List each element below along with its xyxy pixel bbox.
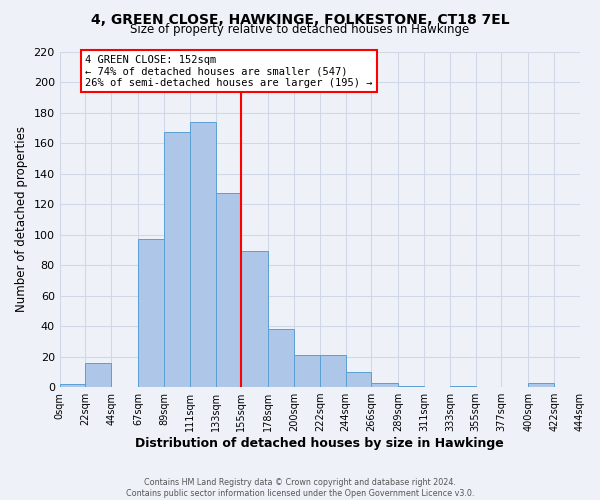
Bar [164, 132, 190, 387]
Text: 4, GREEN CLOSE, HAWKINGE, FOLKESTONE, CT18 7EL: 4, GREEN CLOSE, HAWKINGE, FOLKESTONE, CT… [91, 12, 509, 26]
Bar [450, 386, 476, 387]
Bar [371, 382, 398, 387]
Bar [138, 239, 164, 387]
Bar [294, 355, 320, 387]
Bar [241, 252, 268, 387]
Bar [59, 384, 85, 387]
X-axis label: Distribution of detached houses by size in Hawkinge: Distribution of detached houses by size … [136, 437, 504, 450]
Bar [85, 362, 111, 387]
Bar [529, 382, 554, 387]
Text: Contains HM Land Registry data © Crown copyright and database right 2024.
Contai: Contains HM Land Registry data © Crown c… [126, 478, 474, 498]
Bar [268, 329, 294, 387]
Bar [190, 122, 215, 387]
Bar [346, 372, 371, 387]
Bar [398, 386, 424, 387]
Bar [215, 194, 241, 387]
Text: Size of property relative to detached houses in Hawkinge: Size of property relative to detached ho… [130, 22, 470, 36]
Y-axis label: Number of detached properties: Number of detached properties [15, 126, 28, 312]
Bar [320, 355, 346, 387]
Text: 4 GREEN CLOSE: 152sqm
← 74% of detached houses are smaller (547)
26% of semi-det: 4 GREEN CLOSE: 152sqm ← 74% of detached … [85, 54, 373, 88]
